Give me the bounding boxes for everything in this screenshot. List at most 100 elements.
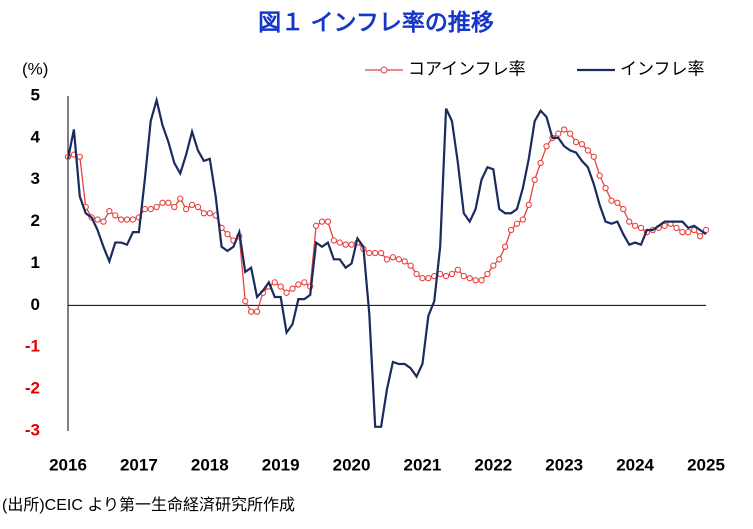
- data-point: [572, 138, 580, 146]
- data-point: [123, 216, 131, 223]
- y-tick-label: -2: [25, 379, 40, 398]
- data-point: [301, 279, 308, 286]
- x-tick-label: 2024: [616, 455, 654, 474]
- data-point: [702, 226, 710, 234]
- data-point: [383, 256, 391, 263]
- data-point: [76, 153, 83, 160]
- x-tick-label: 2020: [333, 455, 371, 474]
- data-point: [206, 210, 213, 217]
- data-point: [413, 270, 420, 278]
- y-tick-label: 3: [31, 169, 40, 188]
- data-point: [602, 184, 609, 192]
- data-point: [289, 285, 296, 292]
- x-tick-label: 2018: [191, 455, 229, 474]
- data-point: [118, 216, 125, 223]
- legend-marker: [380, 66, 388, 74]
- legend-label: インフレ率: [620, 59, 705, 78]
- data-point: [679, 228, 686, 236]
- data-point: [153, 203, 160, 211]
- data-point: [578, 141, 586, 148]
- data-point: [283, 289, 290, 296]
- data-point: [377, 249, 385, 257]
- y-tick-label: 4: [31, 127, 41, 146]
- x-tick-label: 2021: [404, 455, 442, 474]
- data-point: [608, 197, 615, 204]
- data-point: [478, 277, 485, 284]
- legend-label: コアインフレ率: [408, 59, 526, 78]
- data-point: [401, 258, 408, 265]
- data-point: [519, 216, 527, 223]
- y-tick-label: 2: [31, 211, 40, 230]
- data-point: [177, 195, 184, 202]
- data-point: [112, 212, 119, 219]
- data-point: [626, 218, 633, 225]
- y-tick-label: -1: [25, 337, 40, 356]
- data-point: [637, 224, 645, 232]
- data-point: [661, 222, 668, 229]
- data-point: [685, 228, 692, 236]
- data-point: [584, 147, 592, 154]
- x-tick-label: 2017: [120, 455, 158, 474]
- data-point: [330, 237, 337, 244]
- data-point: [596, 172, 603, 179]
- data-point: [448, 270, 456, 278]
- data-point: [182, 205, 190, 213]
- data-point: [525, 201, 532, 209]
- y-tick-label: -3: [25, 420, 40, 439]
- data-point: [513, 220, 521, 227]
- data-point: [696, 233, 704, 240]
- data-point: [159, 199, 166, 206]
- data-point: [342, 241, 349, 248]
- data-point: [336, 239, 343, 246]
- data-point: [171, 203, 178, 211]
- data-point: [590, 153, 597, 160]
- data-point: [200, 210, 208, 217]
- data-point: [395, 256, 402, 263]
- data-point: [224, 231, 231, 238]
- data-point: [442, 272, 450, 280]
- data-point: [531, 176, 538, 183]
- data-point: [555, 130, 562, 137]
- data-point: [129, 216, 137, 223]
- data-point: [312, 222, 320, 229]
- data-point: [94, 216, 101, 223]
- data-point: [295, 281, 302, 288]
- y-tick-label: 5: [31, 85, 40, 104]
- data-point: [372, 249, 379, 257]
- data-point: [631, 222, 639, 229]
- data-point: [419, 275, 426, 282]
- data-point: [253, 308, 261, 315]
- data-point: [460, 272, 467, 280]
- data-point: [537, 159, 544, 167]
- data-point: [147, 205, 154, 213]
- x-tick-label: 2016: [49, 455, 87, 474]
- data-point: [566, 130, 574, 137]
- data-point: [389, 254, 397, 261]
- data-point: [271, 279, 278, 286]
- data-point: [691, 226, 698, 234]
- data-point: [673, 224, 680, 232]
- data-point: [165, 199, 172, 206]
- data-point: [490, 262, 497, 269]
- source-note: (出所)CEIC より第一生命経済研究所作成: [2, 496, 295, 514]
- data-point: [318, 218, 326, 225]
- data-point: [348, 241, 355, 248]
- data-point: [277, 283, 284, 290]
- data-point: [242, 298, 249, 305]
- data-point: [620, 205, 627, 213]
- data-point: [324, 218, 332, 225]
- data-point: [425, 275, 432, 282]
- data-point: [496, 256, 503, 263]
- chart-title: 図１ インフレ率の推移: [258, 9, 494, 35]
- y-unit: (%): [22, 59, 48, 78]
- data-point: [141, 205, 148, 213]
- data-point: [194, 203, 202, 211]
- y-tick-label: 0: [31, 295, 40, 314]
- series-line: [66, 95, 707, 428]
- data-point: [100, 218, 107, 225]
- data-point: [247, 308, 255, 315]
- data-point: [366, 249, 373, 257]
- x-tick-label: 2025: [687, 455, 725, 474]
- data-point: [614, 199, 621, 206]
